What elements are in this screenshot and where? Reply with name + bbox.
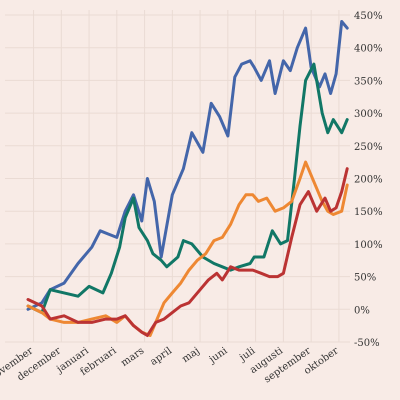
series-line-3 — [26, 160, 349, 337]
series-line-2 — [26, 62, 349, 315]
y-tick-label: 150% — [354, 207, 383, 218]
y-tick-label: 100% — [354, 240, 383, 251]
x-tick-label: juni — [207, 345, 230, 366]
y-tick-label: 200% — [354, 175, 383, 186]
chart-series — [26, 20, 349, 337]
y-tick-label: 300% — [354, 109, 383, 120]
x-tick-label: maj — [180, 345, 202, 365]
y-tick-label: 450% — [354, 11, 383, 22]
x-tick-label: mars — [119, 345, 146, 369]
y-tick-label: -50% — [354, 338, 380, 349]
y-tick-label: 400% — [354, 44, 383, 55]
y-tick-label: 250% — [354, 142, 383, 153]
y-tick-label: 0% — [354, 305, 370, 316]
y-axis-tick-labels: -50% 0% 50% 100% 150% 200% 250% 300% 350% 400% 450… — [354, 11, 383, 349]
series-line-1 — [26, 20, 349, 311]
y-tick-label: 350% — [354, 76, 383, 87]
x-tick-label: april — [148, 345, 174, 368]
y-tick-label: 50% — [354, 273, 376, 284]
x-tick-label: juli — [237, 345, 257, 364]
series-line-4 — [26, 167, 349, 337]
